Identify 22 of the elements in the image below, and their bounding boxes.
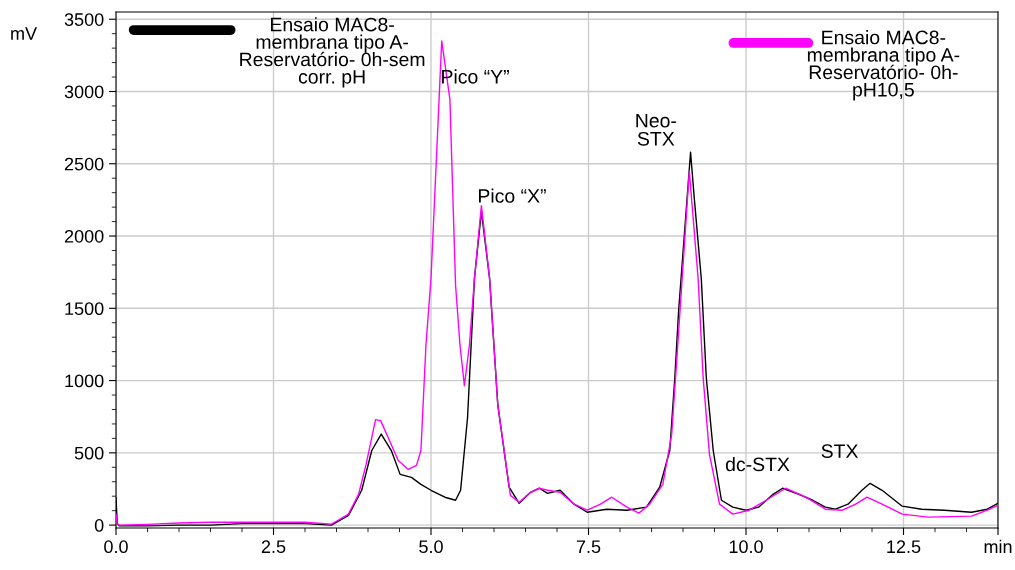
legend-label: Ensaio MAC8- membrana tipo A- Reservatório- 0h- pH10,5 xyxy=(807,30,960,101)
y-axis-title: mV xyxy=(11,27,38,40)
x-tick-label: 7.5 xyxy=(576,540,601,554)
x-tick-label: 2.5 xyxy=(261,540,286,554)
x-tick-label: 10.0 xyxy=(729,540,763,554)
x-tick-label: 12.5 xyxy=(887,540,921,554)
y-tick-label: 1000 xyxy=(65,374,104,388)
x-tick-label: 5.0 xyxy=(419,540,443,554)
x-tick-label: min xyxy=(984,539,1012,553)
annotation: STX xyxy=(821,444,859,458)
annotation: dc-STX xyxy=(725,456,790,472)
y-tick-label: 3000 xyxy=(64,85,104,99)
x-tick-label: 0.0 xyxy=(104,540,128,554)
annotation: Neo- STX xyxy=(636,113,677,146)
legend-label: Ensaio MAC8- membrana tipo A- Reservatório- 0h-sem corr. pH xyxy=(240,17,425,88)
y-tick-label: 500 xyxy=(74,446,104,460)
y-tick-label: 0 xyxy=(94,519,104,532)
y-tick-label: 3500 xyxy=(64,13,104,26)
y-tick-label: 2000 xyxy=(64,229,104,243)
y-tick-label: 1500 xyxy=(65,302,104,316)
y-tick-label: 2500 xyxy=(64,157,104,171)
annotation: Pico “X” xyxy=(478,188,546,203)
